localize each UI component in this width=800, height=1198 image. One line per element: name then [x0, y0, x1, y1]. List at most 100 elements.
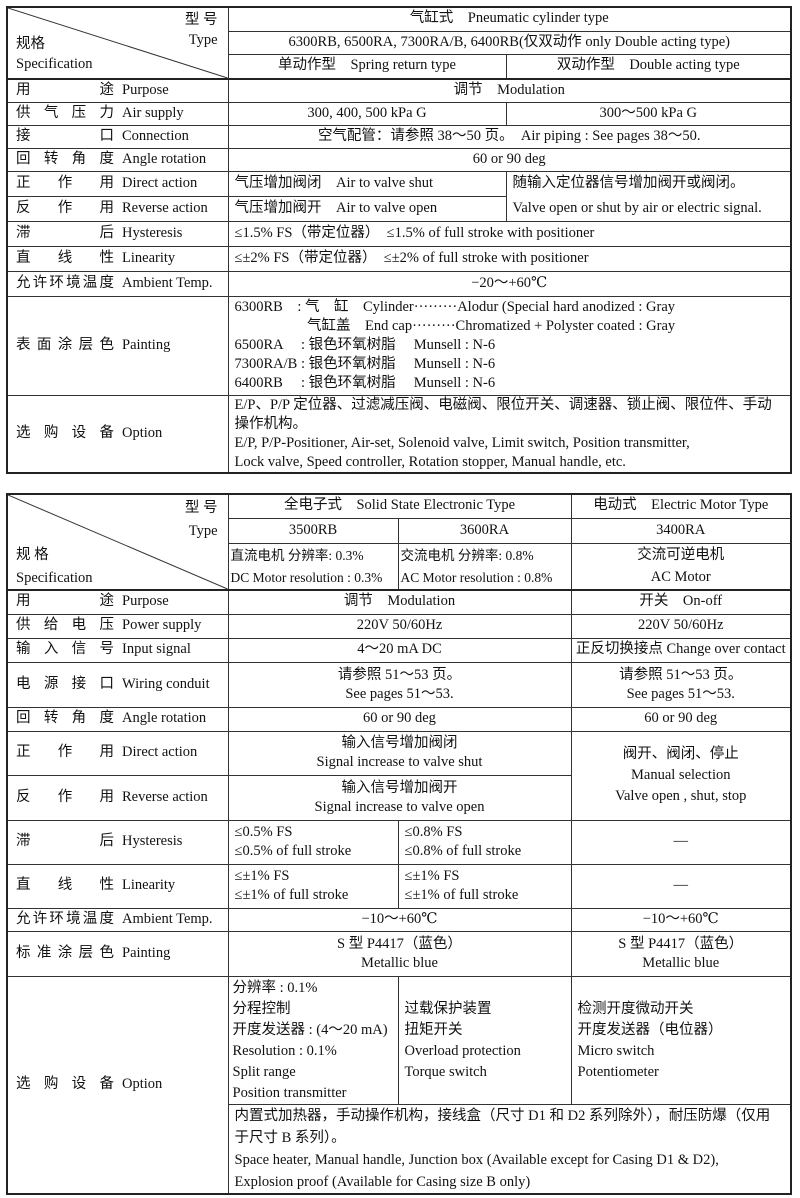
models-header: 6300RB, 6500RA, 7300RA/B, 6400RB(仅双动作 on… — [227, 30, 792, 55]
label-en: Hysteresis — [122, 833, 183, 850]
row-label-angle: 回转角度 Angle rotation — [6, 147, 229, 172]
direct-spring: 气压增加阀闭 Air to valve shut — [227, 170, 507, 197]
label-en: Reverse action — [122, 788, 208, 805]
label-en: Wiring conduit — [122, 675, 210, 692]
label-en: Air supply — [122, 104, 184, 121]
row-label-linearity: 直线性 Linearity — [6, 863, 229, 909]
label-en: Linearity — [122, 249, 176, 266]
row-label-hysteresis: 滞后 Hysteresis — [6, 819, 229, 865]
row-label-reverse: 反作用 Reverse action — [6, 195, 229, 222]
label-cn: 回转角度 — [16, 710, 114, 727]
label-en: Painting — [122, 944, 171, 961]
painting-solid: S 型 P4417（蓝色） Metallic blue — [227, 930, 572, 977]
label-en: Purpose — [122, 82, 169, 98]
group-header: 气缸式 Pneumatic cylinder type — [227, 6, 792, 32]
row-label-linearity: 直线性 Linearity — [6, 245, 229, 272]
ambient-motor: −10～+60℃ — [570, 907, 792, 932]
label-cn: 选购设备 — [16, 1075, 114, 1092]
row-label-option: 选购设备 Option — [6, 975, 229, 1195]
model-3400ra: 3400RA — [570, 517, 792, 544]
hysteresis-value: ≤1.5% FS（带定位器） ≤1.5% of full stroke with… — [227, 220, 792, 247]
label-cn: 直线性 — [16, 249, 114, 266]
label-en: Direct action — [122, 744, 198, 761]
model-3500rb: 3500RB — [227, 517, 399, 544]
model-3600ra: 3600RA — [397, 517, 572, 544]
spec-cn: 规格 — [16, 36, 45, 52]
label-cn: 正作用 — [16, 174, 114, 191]
row-label-input: 输入信号 Input signal — [6, 637, 229, 663]
angle-solid: 60 or 90 deg — [227, 706, 572, 732]
label-cn: 用途 — [16, 82, 114, 98]
row-label-hysteresis: 滞后 Hysteresis — [6, 220, 229, 247]
label-cn: 标准涂层色 — [16, 944, 114, 961]
option-common: 内置式加热器，手动操作机构，接线盒（尺寸 D1 和 D2 系列除外），耐压防爆（… — [227, 1103, 792, 1195]
row-label-wiring: 电源接口 Wiring conduit — [6, 661, 229, 708]
label-cn: 用途 — [16, 593, 114, 610]
motor-3600ra: 交流电机 分辨率: 0.8% AC Motor resolution : 0.8% — [397, 542, 572, 591]
label-en: Option — [122, 424, 163, 441]
linearity-motor: — — [570, 863, 792, 909]
label-en: Hysteresis — [122, 224, 183, 241]
row-label-angle: 回转角度 Angle rotation — [6, 706, 229, 732]
air-supply-double: 300～500 kPa G — [505, 101, 792, 126]
label-cn: 输入信号 — [16, 641, 114, 658]
label-cn: 表面涂层色 — [16, 336, 114, 353]
type-en: Type — [188, 32, 218, 48]
diagonal-line — [8, 495, 228, 589]
hysteresis-3500rb: ≤0.5% FS ≤0.5% of full stroke — [227, 819, 399, 865]
option-3500rb: 分辨率 : 0.1% 分程控制 开度发送器 : (4～20 mA) Resolutio… — [227, 975, 399, 1105]
label-en: Painting — [122, 336, 171, 353]
reverse-solid: 输入信号增加阀开 Signal increase to valve open — [227, 774, 572, 821]
row-label-direct: 正作用 Direct action — [6, 170, 229, 197]
input-motor: 正反切换接点 Change over contact — [570, 637, 792, 663]
type-cn: 型 号 — [184, 500, 218, 516]
label-en: Ambient Temp. — [122, 274, 213, 291]
spec-en: Specification — [16, 56, 93, 72]
spec-en: Specification — [16, 570, 93, 586]
row-label-power: 供给电压 Power supply — [6, 613, 229, 639]
angle-motor: 60 or 90 deg — [570, 706, 792, 732]
label-cn: 正作用 — [16, 744, 114, 761]
purpose-value: 调节 Modulation — [227, 78, 792, 103]
solid-state-header: 全电子式 Solid State Electronic Type — [227, 493, 572, 519]
label-cn: 电源接口 — [16, 675, 114, 692]
label-cn: 反作用 — [16, 788, 114, 805]
row-label-connection: 接口 Connection — [6, 124, 229, 149]
connection-value: 空气配管：请参照 38～50 页。 Air piping : See pages… — [227, 124, 792, 149]
label-en: Angle rotation — [122, 150, 207, 167]
type-spec-header: 型 号 Type 规 格 Specification — [6, 493, 229, 591]
label-cn: 供给电压 — [16, 617, 114, 634]
pneumatic-spec-table: 型 号 Type 规格 Specification 气缸式 Pneumatic … — [6, 6, 792, 474]
wiring-solid: 请参照 51～53 页。 See pages 51～53. — [227, 661, 572, 708]
row-label-painting: 表面涂层色 Painting — [6, 295, 229, 396]
label-en: Purpose — [122, 593, 169, 610]
label-cn: 直线性 — [16, 877, 114, 894]
power-motor: 220V 50/60Hz — [570, 613, 792, 639]
double-acting-header: 双动作型 Double acting type — [505, 53, 792, 80]
label-cn: 接口 — [16, 127, 114, 144]
reverse-spring: 气压增加阀开 Air to valve open — [227, 195, 507, 222]
label-cn: 滞后 — [16, 224, 114, 241]
hysteresis-3600ra: ≤0.8% FS ≤0.8% of full stroke — [397, 819, 572, 865]
direct-solid: 输入信号增加阀闭 Signal increase to valve shut — [227, 730, 572, 776]
row-label-painting: 标准涂层色 Painting — [6, 930, 229, 977]
electric-motor-header: 电动式 Electric Motor Type — [570, 493, 792, 519]
row-label-air-supply: 供气压力 Air supply — [6, 101, 229, 126]
spec-cn: 规 格 — [16, 547, 49, 563]
spring-return-header: 单动作型 Spring return type — [227, 53, 507, 80]
option-3600ra: 过载保护装置 扭矩开关 Overload protection Torque swit… — [397, 975, 572, 1105]
row-label-option: 选购设备 Option — [6, 394, 229, 474]
motor-3500rb: 直流电机 分辨率: 0.3% DC Motor resolution : 0.3% — [227, 542, 399, 591]
power-solid: 220V 50/60Hz — [227, 613, 572, 639]
purpose-motor: 开关 On-off — [570, 589, 792, 615]
row-label-purpose: 用途 Purpose — [6, 78, 229, 103]
label-en: Option — [122, 1075, 163, 1092]
type-cn: 型 号 — [184, 12, 218, 28]
label-cn: 反作用 — [16, 199, 114, 216]
row-label-purpose: 用途 Purpose — [6, 589, 229, 615]
row-label-ambient: 允许环境温度 Ambient Temp. — [6, 907, 229, 932]
painting-value: 6300RB : 气 缸 Cylinder·········Alodur (Sp… — [227, 295, 792, 396]
label-cn: 选购设备 — [16, 424, 114, 441]
angle-value: 60 or 90 deg — [227, 147, 792, 172]
label-cn: 供气压力 — [16, 104, 114, 121]
